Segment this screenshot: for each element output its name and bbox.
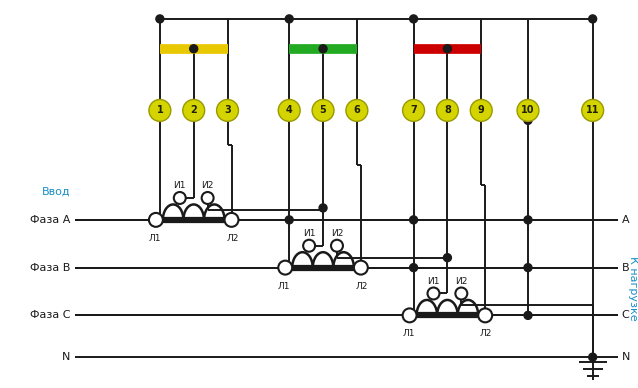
- Circle shape: [189, 45, 198, 53]
- Circle shape: [443, 254, 451, 262]
- Circle shape: [285, 216, 293, 224]
- Text: Фаза A: Фаза A: [30, 215, 70, 225]
- Circle shape: [403, 308, 417, 322]
- Circle shape: [319, 45, 327, 53]
- Text: 2: 2: [190, 106, 197, 115]
- Circle shape: [202, 192, 214, 204]
- Ellipse shape: [278, 99, 300, 121]
- Text: C: C: [621, 310, 629, 320]
- Text: 9: 9: [478, 106, 485, 115]
- Ellipse shape: [403, 99, 424, 121]
- Circle shape: [589, 353, 597, 361]
- Circle shape: [149, 213, 163, 227]
- Text: 5: 5: [320, 106, 327, 115]
- Text: Л2: Л2: [355, 282, 368, 291]
- Circle shape: [354, 261, 368, 275]
- Text: 3: 3: [224, 106, 231, 115]
- Text: Л2: Л2: [226, 234, 239, 243]
- Text: 8: 8: [444, 106, 451, 115]
- Text: И1: И1: [303, 229, 315, 238]
- Text: N: N: [621, 352, 630, 362]
- Ellipse shape: [346, 99, 368, 121]
- Text: Фаза C: Фаза C: [30, 310, 70, 320]
- Circle shape: [410, 15, 417, 23]
- Text: 11: 11: [586, 106, 600, 115]
- Text: Л1: Л1: [149, 234, 161, 243]
- Circle shape: [225, 213, 239, 227]
- Ellipse shape: [582, 99, 604, 121]
- Text: Ввод: Ввод: [41, 187, 70, 197]
- Circle shape: [427, 288, 440, 300]
- Circle shape: [478, 308, 492, 322]
- Text: И1: И1: [174, 181, 186, 190]
- Text: Л1: Л1: [278, 282, 290, 291]
- Text: 6: 6: [353, 106, 360, 115]
- Ellipse shape: [182, 99, 205, 121]
- Ellipse shape: [517, 99, 539, 121]
- Ellipse shape: [149, 99, 171, 121]
- Ellipse shape: [470, 99, 492, 121]
- Circle shape: [285, 15, 293, 23]
- Circle shape: [410, 216, 417, 224]
- Circle shape: [319, 204, 327, 212]
- Text: 1: 1: [156, 106, 163, 115]
- Text: И2: И2: [202, 181, 214, 190]
- Text: N: N: [62, 352, 70, 362]
- Text: Фаза B: Фаза B: [30, 263, 70, 273]
- Circle shape: [303, 240, 315, 252]
- Circle shape: [524, 312, 532, 319]
- Circle shape: [278, 261, 292, 275]
- Circle shape: [524, 263, 532, 272]
- Text: 10: 10: [521, 106, 535, 115]
- Circle shape: [589, 15, 597, 23]
- Text: 7: 7: [410, 106, 417, 115]
- Circle shape: [331, 240, 343, 252]
- Circle shape: [524, 216, 532, 224]
- Text: И1: И1: [427, 277, 440, 286]
- Ellipse shape: [216, 99, 239, 121]
- Text: И2: И2: [455, 277, 468, 286]
- Text: B: B: [621, 263, 629, 273]
- Circle shape: [156, 15, 164, 23]
- Circle shape: [174, 192, 186, 204]
- Text: 4: 4: [286, 106, 293, 115]
- Text: Л1: Л1: [403, 329, 415, 338]
- Text: К нагрузке: К нагрузке: [628, 256, 638, 321]
- Circle shape: [443, 45, 451, 53]
- Ellipse shape: [312, 99, 334, 121]
- Circle shape: [410, 263, 417, 272]
- Ellipse shape: [436, 99, 458, 121]
- Circle shape: [524, 116, 532, 125]
- Text: A: A: [621, 215, 629, 225]
- Text: И2: И2: [330, 229, 343, 238]
- Circle shape: [456, 288, 467, 300]
- Text: Л2: Л2: [480, 329, 493, 338]
